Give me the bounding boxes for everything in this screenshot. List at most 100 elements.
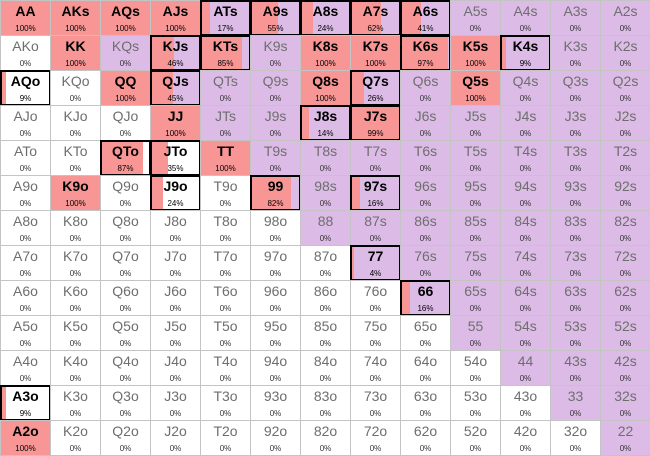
hand-cell-T4s[interactable]: T4s 0%: [500, 140, 551, 176]
hand-cell-54o[interactable]: 54o 0%: [450, 350, 501, 386]
hand-cell-T4o[interactable]: T4o 0%: [200, 350, 251, 386]
hand-cell-K7s[interactable]: K7s 100%: [350, 35, 401, 71]
hand-cell-Q9s[interactable]: Q9s 0%: [250, 70, 301, 106]
hand-cell-K2s[interactable]: K2s 0%: [600, 35, 650, 71]
hand-cell-T6s[interactable]: T6s 0%: [400, 140, 451, 176]
hand-cell-T7s[interactable]: T7s 0%: [350, 140, 401, 176]
hand-cell-JTo[interactable]: JTo 35%: [150, 140, 201, 176]
hand-cell-Q7s[interactable]: Q7s 26%: [350, 70, 401, 106]
hand-cell-87s[interactable]: 87s 0%: [350, 210, 401, 246]
hand-cell-T2o[interactable]: T2o 0%: [200, 420, 251, 456]
hand-cell-J2s[interactable]: J2s 0%: [600, 105, 650, 141]
hand-cell-94s[interactable]: 94s 0%: [500, 175, 551, 211]
hand-cell-99[interactable]: 99 82%: [250, 175, 301, 211]
hand-cell-J7o[interactable]: J7o 0%: [150, 245, 201, 281]
hand-cell-64o[interactable]: 64o 0%: [400, 350, 451, 386]
hand-cell-Q2s[interactable]: Q2s 0%: [600, 70, 650, 106]
hand-cell-K8o[interactable]: K8o 0%: [50, 210, 101, 246]
hand-cell-J3o[interactable]: J3o 0%: [150, 385, 201, 421]
hand-cell-83s[interactable]: 83s 0%: [550, 210, 601, 246]
hand-cell-73o[interactable]: 73o 0%: [350, 385, 401, 421]
hand-cell-KQo[interactable]: KQo 0%: [50, 70, 101, 106]
hand-cell-97s[interactable]: 97s 16%: [350, 175, 401, 211]
hand-cell-82s[interactable]: 82s 0%: [600, 210, 650, 246]
hand-cell-32o[interactable]: 32o 0%: [550, 420, 601, 456]
hand-cell-K9o[interactable]: K9o 100%: [50, 175, 101, 211]
hand-cell-84s[interactable]: 84s 0%: [500, 210, 551, 246]
hand-cell-95s[interactable]: 95s 0%: [450, 175, 501, 211]
hand-cell-85s[interactable]: 85s 0%: [450, 210, 501, 246]
hand-cell-Q4s[interactable]: Q4s 0%: [500, 70, 551, 106]
hand-cell-K3s[interactable]: K3s 0%: [550, 35, 601, 71]
hand-cell-A8s[interactable]: A8s 24%: [300, 0, 351, 36]
hand-cell-QJs[interactable]: QJs 45%: [150, 70, 201, 106]
hand-cell-T2s[interactable]: T2s 0%: [600, 140, 650, 176]
hand-cell-75o[interactable]: 75o 0%: [350, 315, 401, 351]
hand-cell-JJ[interactable]: JJ 100%: [150, 105, 201, 141]
hand-cell-KTs[interactable]: KTs 85%: [200, 35, 251, 71]
hand-cell-Q4o[interactable]: Q4o 0%: [100, 350, 151, 386]
hand-cell-76s[interactable]: 76s 0%: [400, 245, 451, 281]
hand-cell-88[interactable]: 88 0%: [300, 210, 351, 246]
hand-cell-Q2o[interactable]: Q2o 0%: [100, 420, 151, 456]
hand-cell-AKs[interactable]: AKs 100%: [50, 0, 101, 36]
hand-cell-83o[interactable]: 83o 0%: [300, 385, 351, 421]
hand-cell-AQs[interactable]: AQs 100%: [100, 0, 151, 36]
hand-cell-T3o[interactable]: T3o 0%: [200, 385, 251, 421]
hand-cell-A5s[interactable]: A5s 0%: [450, 0, 501, 36]
hand-cell-98s[interactable]: 98s 0%: [300, 175, 351, 211]
hand-cell-33[interactable]: 33 0%: [550, 385, 601, 421]
hand-cell-K2o[interactable]: K2o 0%: [50, 420, 101, 456]
hand-cell-53o[interactable]: 53o 0%: [450, 385, 501, 421]
hand-cell-52s[interactable]: 52s 0%: [600, 315, 650, 351]
hand-cell-ATo[interactable]: ATo 0%: [0, 140, 51, 176]
hand-cell-KTo[interactable]: KTo 0%: [50, 140, 101, 176]
hand-cell-42s[interactable]: 42s 0%: [600, 350, 650, 386]
hand-cell-AJo[interactable]: AJo 0%: [0, 105, 51, 141]
hand-cell-A8o[interactable]: A8o 0%: [0, 210, 51, 246]
hand-cell-53s[interactable]: 53s 0%: [550, 315, 601, 351]
hand-cell-K7o[interactable]: K7o 0%: [50, 245, 101, 281]
hand-cell-JTs[interactable]: JTs 0%: [200, 105, 251, 141]
hand-cell-J2o[interactable]: J2o 0%: [150, 420, 201, 456]
hand-cell-K9s[interactable]: K9s 0%: [250, 35, 301, 71]
hand-cell-75s[interactable]: 75s 0%: [450, 245, 501, 281]
hand-cell-72s[interactable]: 72s 0%: [600, 245, 650, 281]
hand-cell-K5s[interactable]: K5s 100%: [450, 35, 501, 71]
hand-cell-84o[interactable]: 84o 0%: [300, 350, 351, 386]
hand-cell-KJs[interactable]: KJs 46%: [150, 35, 201, 71]
hand-cell-96o[interactable]: 96o 0%: [250, 280, 301, 316]
hand-cell-77[interactable]: 77 4%: [350, 245, 401, 281]
hand-cell-J7s[interactable]: J7s 99%: [350, 105, 401, 141]
hand-cell-K4o[interactable]: K4o 0%: [50, 350, 101, 386]
hand-cell-J8o[interactable]: J8o 0%: [150, 210, 201, 246]
hand-cell-K3o[interactable]: K3o 0%: [50, 385, 101, 421]
hand-cell-82o[interactable]: 82o 0%: [300, 420, 351, 456]
hand-cell-T5s[interactable]: T5s 0%: [450, 140, 501, 176]
hand-cell-K6s[interactable]: K6s 97%: [400, 35, 451, 71]
hand-cell-KJo[interactable]: KJo 0%: [50, 105, 101, 141]
hand-cell-J4s[interactable]: J4s 0%: [500, 105, 551, 141]
hand-cell-97o[interactable]: 97o 0%: [250, 245, 301, 281]
hand-cell-98o[interactable]: 98o 0%: [250, 210, 301, 246]
hand-cell-32s[interactable]: 32s 0%: [600, 385, 650, 421]
hand-cell-86o[interactable]: 86o 0%: [300, 280, 351, 316]
hand-cell-85o[interactable]: 85o 0%: [300, 315, 351, 351]
hand-cell-T6o[interactable]: T6o 0%: [200, 280, 251, 316]
hand-cell-A6o[interactable]: A6o 0%: [0, 280, 51, 316]
hand-cell-T9o[interactable]: T9o 0%: [200, 175, 251, 211]
hand-cell-J9s[interactable]: J9s 0%: [250, 105, 301, 141]
hand-cell-QTo[interactable]: QTo 87%: [100, 140, 151, 176]
hand-cell-J4o[interactable]: J4o 0%: [150, 350, 201, 386]
hand-cell-Q9o[interactable]: Q9o 0%: [100, 175, 151, 211]
hand-cell-A4s[interactable]: A4s 0%: [500, 0, 551, 36]
hand-cell-87o[interactable]: 87o 0%: [300, 245, 351, 281]
hand-cell-A3s[interactable]: A3s 0%: [550, 0, 601, 36]
hand-cell-K4s[interactable]: K4s 9%: [500, 35, 551, 71]
hand-cell-62o[interactable]: 62o 0%: [400, 420, 451, 456]
hand-cell-K5o[interactable]: K5o 0%: [50, 315, 101, 351]
hand-cell-J6o[interactable]: J6o 0%: [150, 280, 201, 316]
hand-cell-96s[interactable]: 96s 0%: [400, 175, 451, 211]
hand-cell-73s[interactable]: 73s 0%: [550, 245, 601, 281]
hand-cell-43s[interactable]: 43s 0%: [550, 350, 601, 386]
